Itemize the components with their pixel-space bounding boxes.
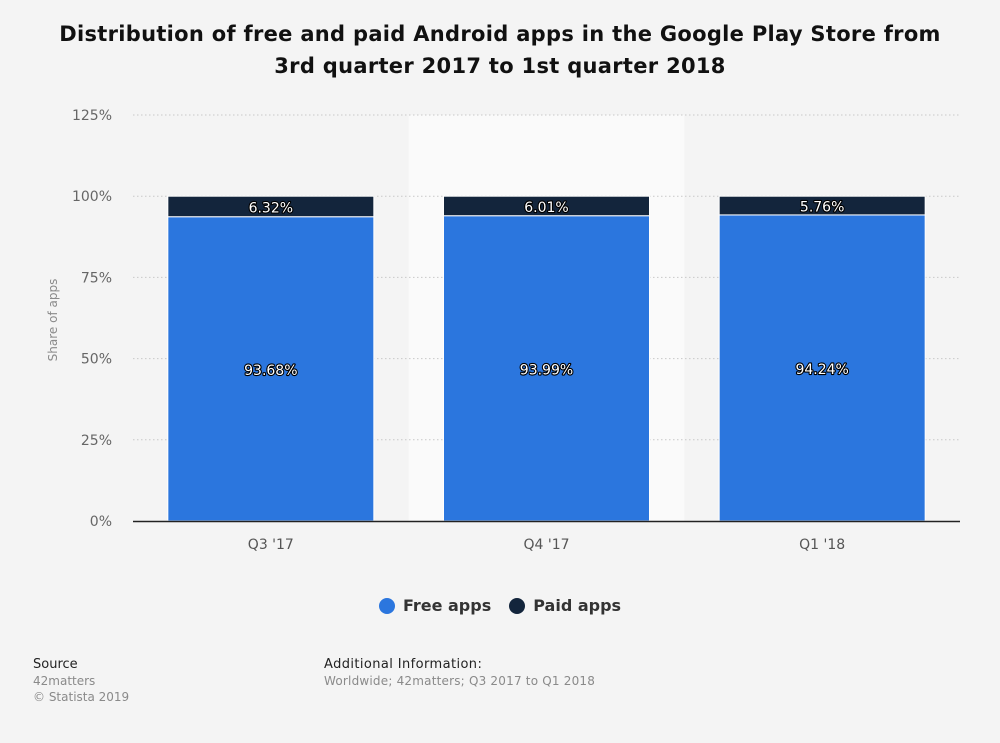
x-tick-label: Q1 '18 (799, 537, 845, 553)
source-header: Source (33, 657, 78, 672)
bar-free-apps[interactable] (167, 216, 375, 522)
additional-info-text: Worldwide; 42matters; Q3 2017 to Q1 2018 (324, 674, 596, 688)
legend-item-paid[interactable]: Paid apps (509, 596, 621, 615)
legend: Free apps Paid apps (0, 596, 1000, 615)
chart-title: Distribution of free and paid Android ap… (59, 22, 941, 78)
source-name[interactable]: 42matters (33, 674, 96, 688)
bar-chart: 0% 25% 50% 75% 100% 125% Share of apps 93.68% 6.… (46, 108, 960, 553)
bar-free-apps[interactable] (718, 214, 926, 522)
y-tick-label: 25% (81, 433, 112, 449)
y-tick-label: 50% (81, 352, 112, 368)
legend-label-paid: Paid apps (533, 596, 622, 615)
data-label-free: 93.99% (520, 362, 573, 378)
x-tick-label: Q4 '17 (523, 537, 569, 553)
y-tick-label: 125% (72, 108, 112, 124)
legend-item-free[interactable]: Free apps (378, 596, 492, 615)
y-tick-label: 75% (81, 270, 112, 286)
x-tick-label: Q3 '17 (248, 537, 294, 553)
y-tick-label: 0% (90, 514, 112, 530)
data-label-free: 93.68% (244, 363, 297, 379)
y-axis-title: Share of apps (46, 279, 60, 362)
bar-paid-apps[interactable] (443, 195, 650, 217)
bar-paid-apps[interactable] (167, 195, 375, 218)
data-label-paid: 5.76% (800, 200, 844, 216)
data-label-paid: 6.01% (524, 200, 568, 216)
legend-dot-free (378, 597, 395, 614)
legend-dot-paid (509, 597, 526, 614)
legend-label-free: Free apps (402, 596, 492, 615)
additional-info-header[interactable]: Additional Information: (324, 657, 483, 672)
y-tick-label: 100% (72, 189, 112, 205)
data-label-paid: 6.32% (249, 200, 293, 216)
data-label-free: 94.24% (795, 362, 848, 378)
bar-free-apps[interactable] (443, 215, 650, 522)
additional-info-block: Additional Information: Worldwide; 42mat… (324, 657, 595, 689)
copyright: © Statista 2019 (33, 690, 130, 704)
bar-paid-apps[interactable] (718, 195, 926, 216)
source-block: Source 42matters © Statista 2019 (33, 657, 129, 705)
